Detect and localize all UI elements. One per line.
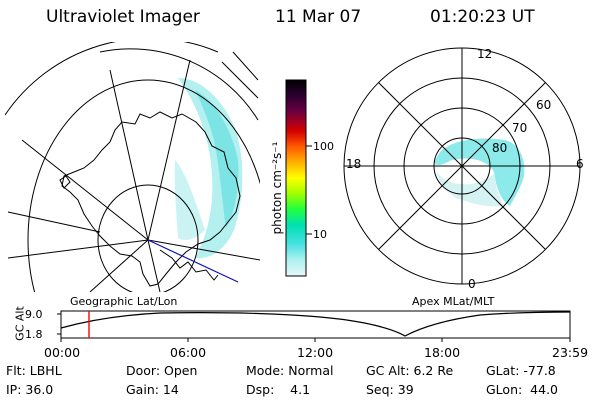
mlt-label-0: 0	[468, 277, 476, 291]
mlt-label-6: 6	[576, 157, 584, 171]
orbit-ytick-bottom: 1.8	[25, 328, 43, 341]
orbit-xtick-0000: 00:00	[44, 345, 81, 360]
orbit-ytick-top: 9.0	[25, 308, 43, 321]
door-info: Door: Open	[126, 363, 198, 378]
gain-info: Gain: 14	[126, 382, 179, 397]
colorbar-unit-label: photon cm⁻²s⁻¹	[270, 141, 284, 235]
left-panel-caption: Geographic Lat/Lon	[70, 295, 178, 308]
glon-info: GLon: 44.0	[486, 382, 558, 397]
time-label: 01:20:23 UT	[430, 7, 535, 27]
instrument-title: Ultraviolet Imager	[46, 7, 200, 27]
mlat-label-80: 80	[492, 141, 508, 155]
mlat-label-70: 70	[512, 121, 528, 135]
mlat-label-60: 60	[536, 98, 552, 112]
orbit-xtick-0600: 06:00	[170, 345, 207, 360]
orbit-plot	[57, 310, 571, 342]
left-aurora	[174, 78, 243, 259]
orbit-xtick-1800: 18:00	[424, 345, 461, 360]
orbit-altitude-line	[60, 311, 571, 337]
orbit-ylabel: GC Alt	[13, 306, 27, 341]
dsp-info: Dsp: 4.1	[246, 382, 311, 397]
geographic-map	[5, 42, 260, 292]
colorbar-tick-10: 10	[313, 228, 327, 241]
mlt-label-18: 18	[346, 157, 362, 171]
glat-info: GLat: -77.8	[486, 363, 556, 378]
orbit-xtick-2359: 23:59	[552, 345, 589, 360]
polar-plot	[343, 47, 581, 285]
filter-info: Flt: LBHL	[6, 363, 62, 378]
ip-info: IP: 36.0	[6, 382, 54, 397]
colorbar-tick-100: 100	[313, 140, 334, 153]
right-panel-caption: Apex MLat/MLT	[412, 295, 495, 308]
seq-info: Seq: 39	[366, 382, 414, 397]
date-label: 11 Mar 07	[275, 7, 362, 27]
mode-info: Mode: Normal	[246, 363, 334, 378]
orbit-xtick-1200: 12:00	[297, 345, 334, 360]
mlt-label-12: 12	[477, 47, 493, 61]
colorbar	[285, 79, 312, 277]
gc-alt-info: GC Alt: 6.2 Re	[366, 363, 454, 378]
satellite-track	[147, 239, 239, 283]
